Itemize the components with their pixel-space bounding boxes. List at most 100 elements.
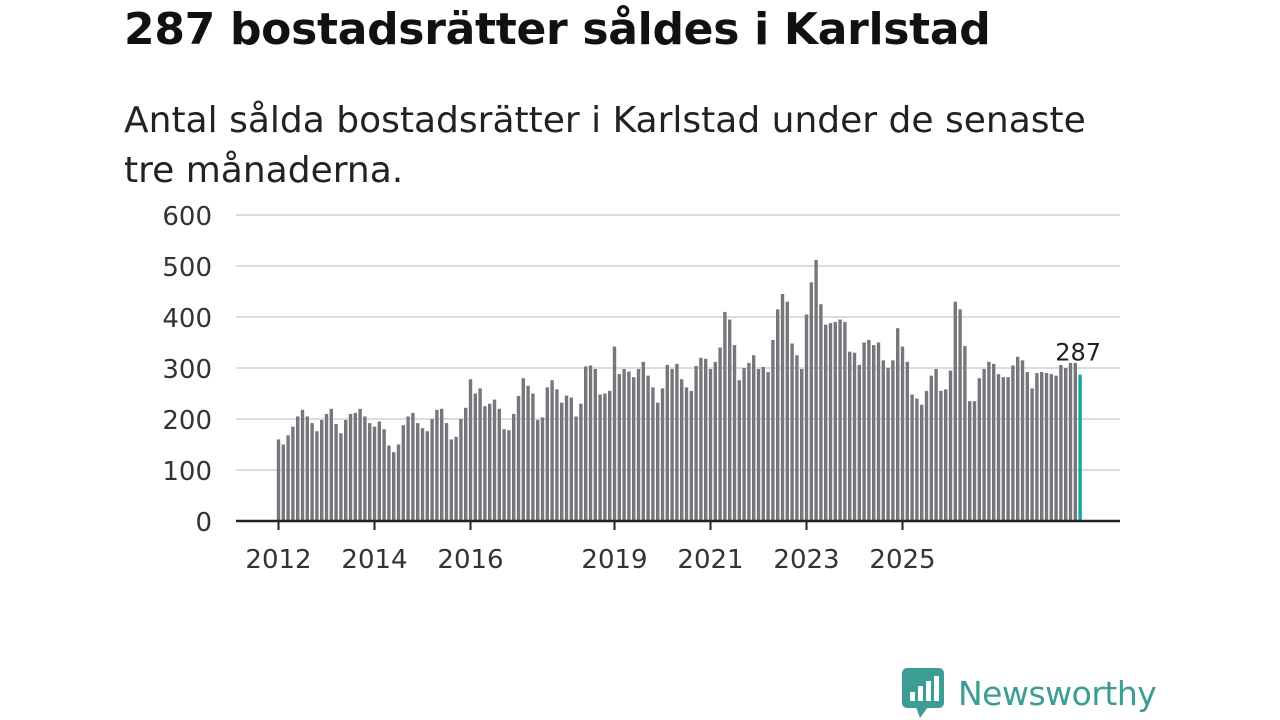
bar (675, 363, 679, 521)
bar (579, 403, 583, 521)
bar (286, 435, 290, 521)
bar (819, 304, 823, 521)
bar (392, 452, 396, 521)
bar (612, 346, 617, 521)
bar (411, 412, 415, 521)
bar (507, 430, 511, 521)
bar (708, 369, 713, 521)
bar (929, 375, 933, 521)
bar (881, 360, 885, 521)
bar (512, 413, 516, 521)
bar (939, 390, 943, 521)
bar (920, 404, 924, 521)
x-tick-label: 2019 (581, 545, 647, 575)
bar (804, 314, 809, 521)
bar (329, 408, 333, 521)
chart-subtitle: Antal sålda bostadsrätter i Karlstad und… (124, 100, 1086, 191)
bar (502, 429, 506, 521)
bar (809, 282, 813, 521)
bar (334, 424, 338, 521)
bar (776, 309, 780, 521)
bar (406, 416, 410, 521)
bar (958, 309, 962, 521)
bar (291, 426, 295, 521)
bar (454, 436, 458, 521)
bar (1059, 364, 1063, 521)
bar (1035, 373, 1039, 521)
bar (694, 365, 698, 521)
bar (536, 420, 540, 521)
bar (310, 423, 314, 521)
bar (459, 419, 463, 521)
bar (1064, 368, 1068, 521)
bar (1011, 365, 1015, 521)
bar (699, 357, 703, 521)
bar (948, 370, 953, 521)
bar (622, 369, 626, 521)
bar (944, 389, 948, 521)
bar (387, 445, 391, 521)
bar (1054, 375, 1058, 521)
bar (771, 339, 775, 521)
bar (305, 416, 309, 521)
bar (300, 409, 305, 521)
bar (420, 428, 425, 521)
bar (1001, 377, 1005, 521)
bar (1006, 377, 1010, 521)
bar (656, 402, 660, 521)
bar (785, 301, 789, 521)
bar (646, 375, 650, 521)
bar (324, 413, 329, 521)
bar (934, 369, 938, 521)
bar (593, 369, 597, 521)
bar (416, 423, 420, 521)
bar (396, 444, 401, 521)
bar (440, 408, 444, 521)
bar (569, 397, 573, 521)
bar (358, 408, 362, 521)
bar (689, 390, 693, 521)
bar (526, 385, 530, 521)
bar (780, 294, 785, 521)
bar (1020, 360, 1025, 521)
y-tick-label: 200 (162, 406, 212, 436)
bar (867, 339, 871, 521)
bar (766, 372, 770, 521)
bar (924, 390, 929, 521)
bar (339, 433, 343, 521)
labels: 0 100 200 300 400 500 600 2012 2014 2016 2019 2021 2… (162, 202, 1101, 575)
bar (281, 444, 285, 521)
y-tick-label: 100 (162, 457, 212, 487)
bar (910, 394, 914, 521)
y-tick-label: 0 (195, 508, 212, 538)
bar (761, 366, 765, 521)
bar (992, 363, 996, 521)
bar (1068, 362, 1073, 521)
bar (732, 345, 737, 521)
x-tick-label: 2012 (245, 545, 311, 575)
bar (728, 319, 732, 521)
bar (872, 345, 876, 521)
bar (444, 423, 449, 521)
bar (660, 388, 665, 521)
y-tick-label: 400 (162, 304, 212, 334)
bar (905, 361, 909, 521)
bar (852, 352, 857, 521)
bar (718, 347, 722, 521)
bar (521, 378, 525, 521)
bar (1040, 372, 1044, 521)
bar (670, 369, 674, 521)
bar (795, 355, 799, 521)
bar-highlight (1078, 374, 1082, 521)
bar (363, 416, 367, 521)
bar (368, 423, 372, 521)
bar (516, 396, 521, 521)
bar (900, 346, 905, 521)
bars (276, 259, 1082, 521)
bar (464, 407, 468, 521)
bar (473, 393, 477, 521)
bar (401, 425, 405, 521)
bar (680, 379, 684, 521)
bar (982, 369, 986, 521)
brand-name: Newsworthy (958, 673, 1157, 713)
